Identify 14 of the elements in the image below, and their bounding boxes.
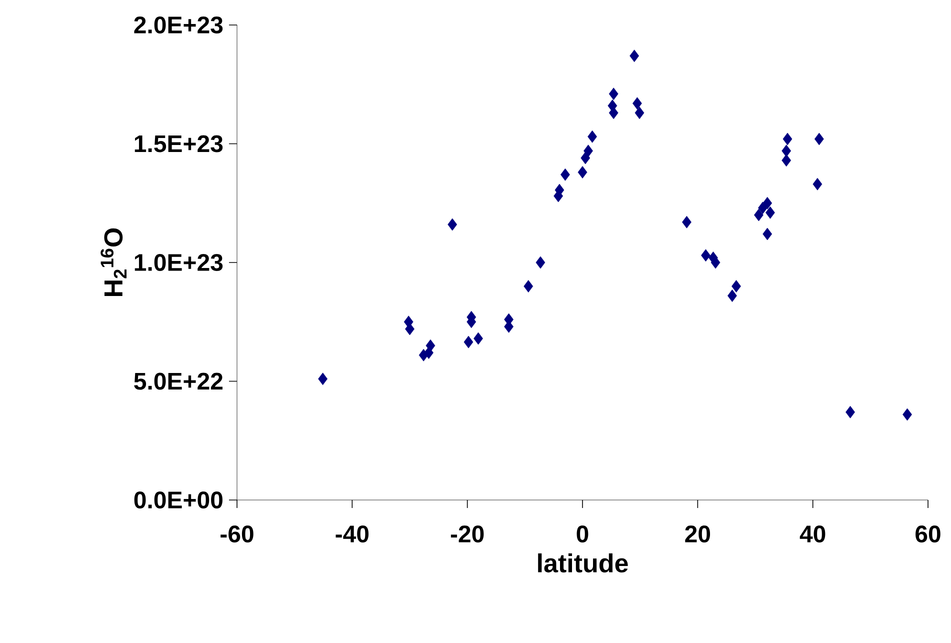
x-tick-label: 60	[916, 526, 940, 543]
y-tick-label: 1.5E+23	[134, 135, 223, 152]
x-axis-title: latitude	[538, 553, 628, 572]
x-tick-label: 20	[685, 526, 710, 543]
x-tick-label: 0	[576, 526, 588, 543]
y-axis-title: H$_{2}$$^{16}$O	[100, 228, 127, 296]
x-tick-label: -20	[450, 526, 484, 543]
x-tick-label: -60	[220, 526, 254, 543]
y-tick-label: 0.0E+00	[134, 492, 222, 508]
y-tick-label: 2.0E+23	[134, 16, 223, 34]
y-tick-label: 1.0E+23	[134, 254, 223, 272]
y-tick-label: 5.0E+22	[134, 372, 223, 390]
x-tick-label: 40	[800, 526, 826, 543]
x-tick-label: -40	[336, 526, 369, 543]
